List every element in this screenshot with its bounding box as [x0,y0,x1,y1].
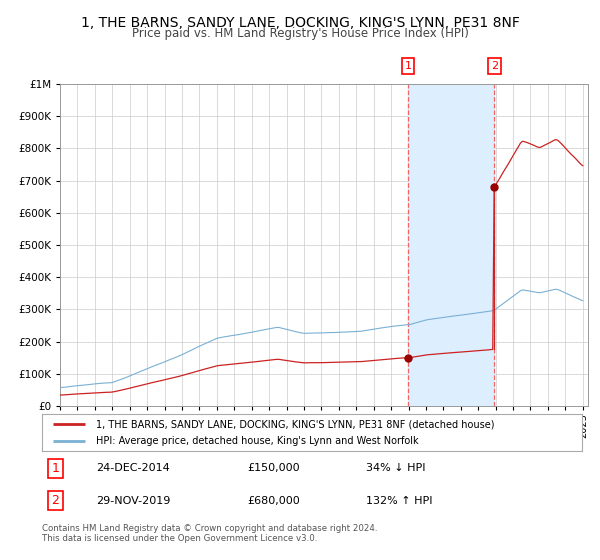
Text: 2: 2 [491,61,498,71]
Text: 24-DEC-2014: 24-DEC-2014 [96,464,170,473]
Text: 1: 1 [52,462,59,475]
Text: 1: 1 [404,61,412,71]
Text: 132% ↑ HPI: 132% ↑ HPI [366,496,433,506]
Text: 1, THE BARNS, SANDY LANE, DOCKING, KING'S LYNN, PE31 8NF (detached house): 1, THE BARNS, SANDY LANE, DOCKING, KING'… [96,419,494,429]
Text: £680,000: £680,000 [247,496,300,506]
Text: Price paid vs. HM Land Registry's House Price Index (HPI): Price paid vs. HM Land Registry's House … [131,27,469,40]
Bar [408,84,494,406]
Text: 29-NOV-2019: 29-NOV-2019 [96,496,170,506]
Text: HPI: Average price, detached house, King's Lynn and West Norfolk: HPI: Average price, detached house, King… [96,436,419,446]
Text: 1, THE BARNS, SANDY LANE, DOCKING, KING'S LYNN, PE31 8NF: 1, THE BARNS, SANDY LANE, DOCKING, KING'… [80,16,520,30]
Text: 2: 2 [52,494,59,507]
Text: £150,000: £150,000 [247,464,300,473]
Text: Contains HM Land Registry data © Crown copyright and database right 2024.
This d: Contains HM Land Registry data © Crown c… [42,524,377,543]
Text: 34% ↓ HPI: 34% ↓ HPI [366,464,425,473]
